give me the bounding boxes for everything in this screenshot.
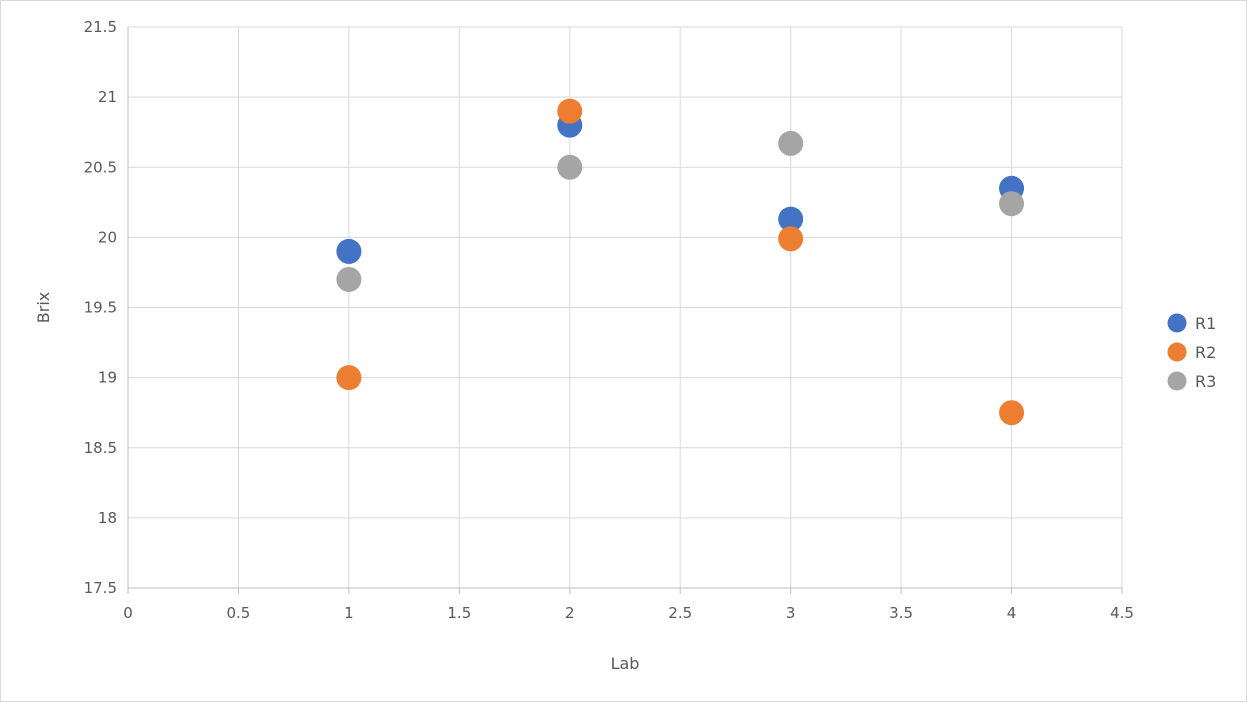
legend-label-r2: R2 (1195, 343, 1216, 362)
data-point-r3-4 (999, 191, 1025, 217)
y-tick-label: 19 (98, 369, 117, 387)
legend-marker-r3 (1167, 371, 1187, 391)
y-tick-label: 21 (98, 88, 117, 106)
x-tick-label: 4 (1007, 604, 1017, 622)
x-tick-label: 1.5 (447, 604, 471, 622)
y-tick-label: 17.5 (84, 579, 117, 597)
y-tick-label: 19.5 (84, 299, 117, 317)
x-tick-label: 0 (123, 604, 133, 622)
x-tick-label: 2 (565, 604, 575, 622)
x-tick-label: 3 (786, 604, 796, 622)
y-tick-label: 21.5 (84, 18, 117, 36)
data-point-r3-1 (336, 266, 362, 292)
x-tick-label: 4.5 (1110, 604, 1134, 622)
x-axis-title: Lab (611, 654, 640, 673)
legend: R1 R2 R3 (1167, 313, 1216, 391)
data-point-r2-3 (778, 226, 804, 252)
y-tick-label: 18.5 (84, 439, 117, 457)
x-tick-label: 0.5 (227, 604, 251, 622)
data-point-r1-3 (778, 206, 804, 232)
axes (127, 27, 1123, 594)
tick-labels: 0 0.5 1 1.5 2 2.5 3 3.5 4 4.5 17.5 18 18.5 19 19.5 20 20… (84, 18, 1134, 622)
data-point-r1-1 (336, 238, 362, 264)
data-point-r3-2 (557, 154, 583, 180)
y-tick-label: 20.5 (84, 158, 117, 176)
x-tick-label: 2.5 (668, 604, 692, 622)
legend-marker-r1 (1167, 313, 1187, 333)
data-point-r2-2 (557, 98, 583, 124)
legend-label-r1: R1 (1195, 314, 1216, 333)
data-point-r2-1 (336, 365, 362, 391)
x-tick-label: 1 (344, 604, 354, 622)
y-tick-label: 20 (98, 228, 117, 246)
y-tick-label: 18 (98, 509, 117, 527)
data-point-r3-3 (778, 130, 804, 156)
gridlines (128, 26, 1123, 588)
legend-label-r3: R3 (1195, 372, 1216, 391)
y-axis-title: Brix (34, 292, 53, 323)
legend-marker-r2 (1167, 342, 1187, 362)
data-points (336, 98, 1025, 426)
x-tick-label: 3.5 (889, 604, 913, 622)
data-point-r2-4 (999, 400, 1025, 426)
